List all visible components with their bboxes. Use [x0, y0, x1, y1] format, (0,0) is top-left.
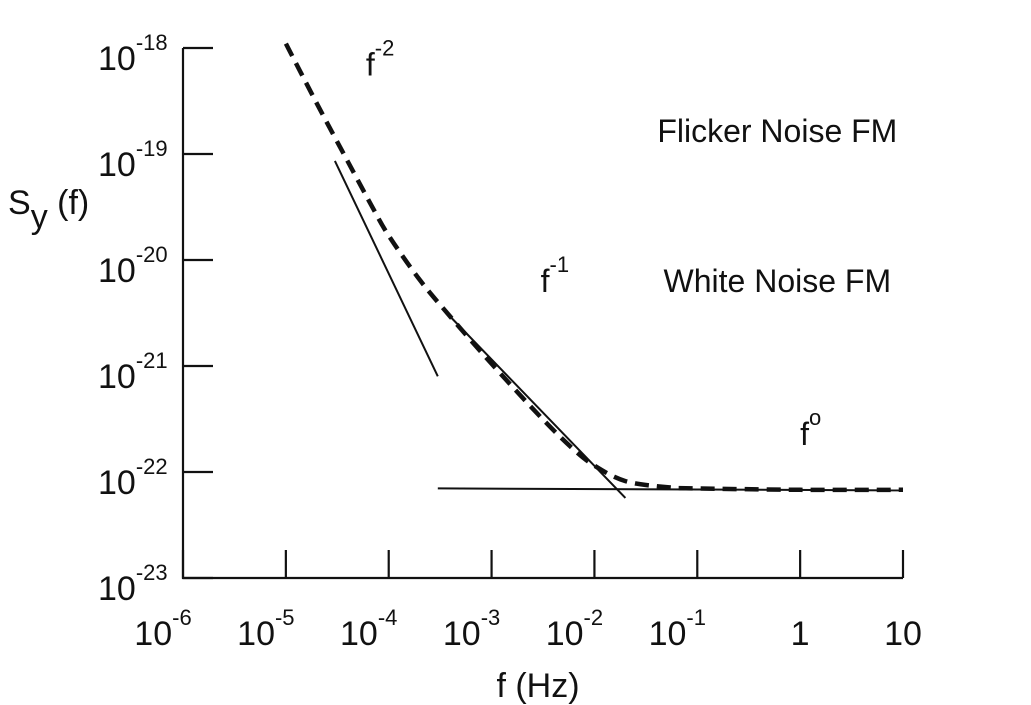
reference-line: [333, 160, 439, 377]
data-curve-group: [283, 42, 904, 493]
y-tick-label: 10-19: [98, 136, 168, 184]
annotations: f-2 f-1 fo Flicker Noise FM White Noise FM: [366, 36, 897, 452]
flicker-noise-label: Flicker Noise FM: [657, 113, 897, 149]
x-tick-label: 10-4: [340, 605, 397, 653]
x-axis-label: f (Hz): [496, 667, 579, 705]
reference-lines: [333, 160, 904, 499]
x-tick-label: 10-6: [134, 605, 191, 653]
x-tick-label: 10-3: [443, 605, 500, 653]
f-2-label: f-2: [366, 36, 394, 83]
y-axis-label: Sy (f): [8, 184, 89, 236]
y-tick-label: 10-22: [98, 454, 168, 502]
y-tick-label: 10-18: [98, 30, 168, 78]
x-tick-label: 1: [791, 615, 810, 653]
f0-label: fo: [800, 405, 821, 452]
series-line: [283, 42, 904, 493]
f-1-label: f-1: [541, 252, 569, 299]
x-tick-label: 10: [884, 615, 922, 653]
y-tick-label: 10-23: [98, 560, 168, 608]
x-tick-label: 10-2: [546, 605, 603, 653]
axis-labels: f (Hz) Sy (f): [8, 184, 580, 705]
white-noise-label: White Noise FM: [664, 263, 892, 299]
x-tick-label: 10-5: [237, 605, 294, 653]
y-tick-label: 10-21: [98, 348, 168, 396]
y-tick-label: 10-20: [98, 242, 168, 290]
x-tick-label: 10-1: [649, 605, 706, 653]
